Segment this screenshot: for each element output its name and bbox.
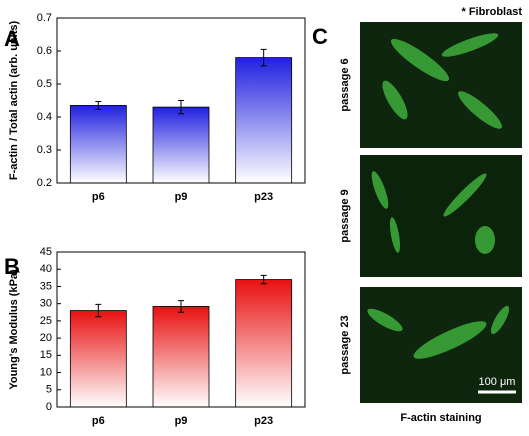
- micrograph: [360, 155, 522, 277]
- error-bar: [95, 100, 102, 110]
- error-bar: [260, 48, 267, 67]
- bar: [235, 279, 293, 408]
- row-label: passage 6: [339, 58, 351, 111]
- panel-label: B: [4, 254, 20, 279]
- y-tick-label: 40: [40, 263, 52, 275]
- caption: F-actin staining: [400, 412, 481, 424]
- bar: [235, 57, 293, 184]
- images-panel: C * Fibroblast 100 μm F-actin staining p…: [312, 6, 522, 424]
- error-bar: [95, 303, 102, 318]
- note: * Fibroblast: [461, 6, 522, 18]
- y-tick-label: 10: [40, 366, 52, 378]
- y-tick-label: 5: [46, 384, 52, 396]
- y-tick-label: 0: [46, 401, 52, 413]
- x-tick-label: p23: [254, 415, 273, 427]
- scale-label: 100 μm: [479, 376, 516, 388]
- panel-label: C: [312, 24, 328, 49]
- y-tick-label: 35: [40, 280, 52, 292]
- error-bar: [260, 274, 267, 285]
- chart: AF-actin / Total actin (arb. units) 0.2 0.…: [4, 12, 306, 203]
- y-tick-label: 25: [40, 315, 52, 327]
- y-tick-label: 0.4: [37, 111, 52, 123]
- plot-frame: [56, 17, 306, 184]
- y-tick-label: 0.6: [37, 45, 52, 57]
- y-tick-label: 0.5: [37, 78, 52, 90]
- panel-label: A: [4, 26, 20, 51]
- error-bar: [178, 300, 184, 313]
- y-axis-label: F-actin / Total actin (arb. units): [8, 21, 20, 181]
- x-tick-label: p9: [175, 415, 188, 427]
- x-tick-label: p6: [92, 191, 105, 203]
- x-tick-label: p23: [254, 191, 273, 203]
- x-tick-label: p9: [175, 191, 188, 203]
- y-tick-label: 15: [40, 349, 52, 361]
- row-label: passage 23: [339, 315, 351, 374]
- cells: [367, 33, 510, 359]
- y-tick-label: 45: [40, 246, 52, 258]
- x-tick-label: p6: [92, 415, 105, 427]
- error-bar: [178, 100, 184, 115]
- bar: [152, 106, 210, 184]
- row-label: passage 9: [339, 189, 351, 242]
- y-axis-label: Young's Modulus (kPa): [8, 269, 20, 390]
- y-tick-label: 0.3: [37, 144, 52, 156]
- y-tick-label: 20: [40, 332, 52, 344]
- y-tick-label: 30: [40, 298, 52, 310]
- bar: [152, 306, 210, 408]
- y-tick-label: 0.7: [37, 12, 52, 24]
- y-tick-label: 0.2: [37, 177, 52, 189]
- bar: [69, 310, 127, 408]
- bar: [69, 105, 127, 184]
- plot-frame: [56, 251, 306, 408]
